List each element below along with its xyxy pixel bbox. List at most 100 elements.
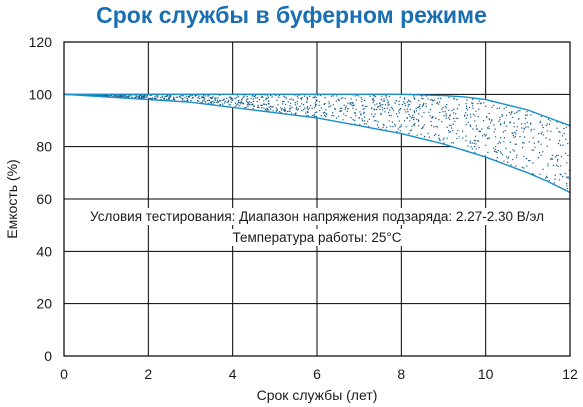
band-dot — [408, 120, 411, 122]
band-dot — [290, 112, 293, 114]
band-dot — [416, 118, 418, 121]
band-dot — [526, 111, 528, 113]
band-dot — [375, 108, 378, 111]
band-dot — [439, 111, 441, 114]
band-dot — [253, 95, 256, 98]
band-dot — [469, 125, 472, 128]
x-tick-label: 10 — [478, 366, 494, 382]
band-dot — [168, 97, 170, 99]
band-dot — [466, 109, 469, 111]
band-dot — [289, 107, 291, 109]
band-dot — [250, 97, 252, 100]
band-dot — [306, 106, 309, 108]
band-dot — [364, 116, 366, 118]
band-dot — [137, 97, 140, 99]
band-dot — [505, 106, 507, 108]
band-dot — [406, 101, 408, 103]
band-dot — [475, 148, 477, 150]
y-tick-label: 40 — [36, 243, 52, 259]
band-dot — [506, 114, 508, 117]
band-dot — [478, 100, 480, 102]
band-dot — [258, 106, 260, 109]
band-dot — [419, 104, 421, 106]
band-dot — [523, 167, 525, 169]
band-dot — [260, 104, 262, 106]
band-dot — [511, 132, 513, 134]
band-dot — [202, 95, 205, 97]
band-dot — [217, 101, 219, 103]
band-dot — [314, 95, 316, 97]
band-dot — [142, 97, 145, 99]
band-dot — [442, 106, 444, 109]
band-dot — [283, 109, 286, 111]
band-dot — [291, 98, 293, 100]
band-dot — [449, 131, 452, 133]
band-dot — [526, 121, 528, 124]
band-dot — [147, 97, 150, 100]
band-dot — [474, 120, 476, 122]
band-dot — [480, 102, 482, 104]
band-dot — [325, 112, 327, 114]
band-dot — [385, 95, 387, 97]
band-dot — [563, 127, 565, 130]
band-dot — [230, 101, 232, 103]
band-dot — [429, 109, 432, 111]
band-dot — [407, 111, 409, 113]
band-dot — [180, 94, 182, 97]
band-dot — [213, 101, 216, 104]
band-dot — [270, 105, 272, 108]
band-dot — [511, 116, 514, 119]
band-dot — [258, 98, 261, 101]
band-dot — [397, 128, 400, 130]
band-dot — [287, 101, 289, 103]
band-dot — [434, 99, 436, 101]
band-dot — [532, 173, 534, 175]
band-dot — [296, 109, 299, 111]
band-dot — [435, 125, 437, 128]
band-dot — [554, 156, 556, 158]
band-dot — [354, 119, 356, 122]
band-dot — [429, 115, 431, 117]
band-dot — [491, 106, 493, 109]
band-dot — [512, 134, 514, 137]
band-dot — [398, 110, 400, 112]
band-dot — [382, 109, 384, 111]
band-dot — [263, 100, 265, 102]
lower-bound-line — [63, 93, 571, 194]
band-dot — [405, 111, 407, 113]
band-dot — [404, 102, 406, 105]
band-dot — [242, 102, 244, 105]
band-dot — [428, 111, 430, 114]
band-dot — [398, 120, 401, 122]
band-dot — [153, 97, 156, 99]
band-dot — [294, 112, 296, 115]
band-dot — [189, 94, 191, 97]
band-dot — [332, 104, 334, 106]
band-dot — [354, 95, 356, 97]
band-dot — [286, 110, 289, 113]
band-dot — [306, 110, 309, 113]
band-dot — [212, 101, 214, 103]
band-dot — [352, 101, 354, 104]
band-dot — [494, 145, 497, 148]
band-dot — [407, 99, 410, 101]
band-dot — [234, 97, 236, 100]
band-dot — [355, 115, 357, 117]
band-dot — [452, 130, 454, 132]
band-dot — [116, 95, 118, 97]
band-dot — [203, 96, 205, 99]
band-dot — [325, 116, 327, 118]
band-dot — [530, 114, 532, 116]
band-dot — [281, 108, 283, 110]
band-dot — [525, 126, 527, 128]
band-dot — [471, 142, 473, 144]
band-dot — [245, 100, 248, 102]
band-dot — [530, 123, 532, 125]
band-dot — [443, 115, 445, 117]
band-dot — [465, 112, 467, 114]
band-dot — [521, 127, 523, 129]
band-dot — [197, 97, 199, 99]
band-dot — [413, 124, 415, 127]
band-dot — [240, 100, 242, 102]
